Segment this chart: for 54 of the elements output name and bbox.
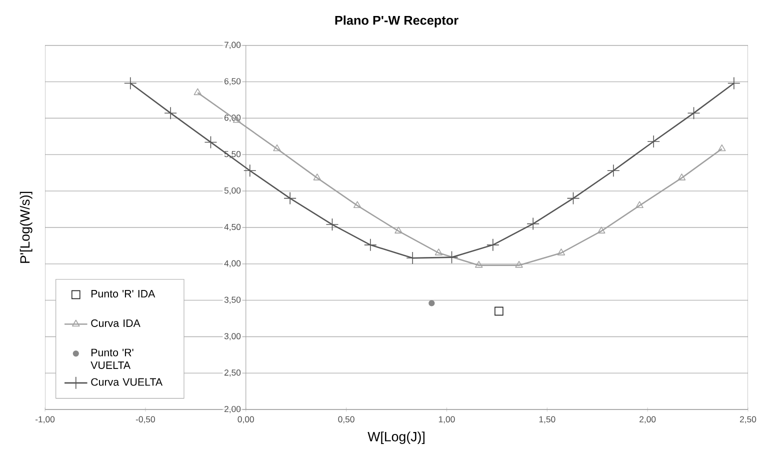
legend-label: Curva VUELTA <box>91 378 163 386</box>
point <box>598 226 606 234</box>
point <box>394 226 402 234</box>
point <box>494 307 504 316</box>
point <box>515 261 523 268</box>
point <box>445 251 458 264</box>
point <box>284 192 296 205</box>
y-tick-label: 4,50 <box>224 224 241 232</box>
point <box>313 174 322 181</box>
legend-label: Punto 'R' IDA <box>91 290 156 298</box>
y-tick-label: 2,00 <box>224 406 241 414</box>
y-tick-label: 3,00 <box>224 333 241 340</box>
x-axis-title: W[Log(J)] <box>368 432 424 444</box>
y-tick-label: 2,50 <box>224 370 241 377</box>
point <box>566 192 580 205</box>
chart-title: Plano P'-W Receptor <box>335 16 458 28</box>
point <box>678 174 686 181</box>
x-tick-label: -0,50 <box>136 416 155 424</box>
point <box>434 248 443 256</box>
point <box>607 164 620 178</box>
point <box>687 106 700 120</box>
point <box>204 136 218 149</box>
point <box>428 300 435 306</box>
point <box>718 144 726 152</box>
point <box>557 248 566 256</box>
legend-label: Punto 'R' VUELTA <box>90 349 134 370</box>
point <box>364 238 377 252</box>
point <box>124 77 137 90</box>
y-tick-label: 3,50 <box>224 296 241 304</box>
y-tick-label: 4,00 <box>224 260 241 268</box>
y-tick-label: 7,00 <box>224 42 241 50</box>
point <box>728 77 740 90</box>
x-tick-label: 0,50 <box>338 416 354 424</box>
point <box>526 218 540 230</box>
point <box>273 144 281 152</box>
y-tick-label: 5,00 <box>224 188 241 195</box>
x-tick-label: -1,00 <box>36 416 55 424</box>
point <box>164 106 177 120</box>
point <box>636 201 644 208</box>
y-tick-label: 6,50 <box>224 78 241 86</box>
legend-label: Curva IDA <box>91 320 140 328</box>
point <box>243 164 256 178</box>
point <box>647 135 660 148</box>
point <box>326 218 339 232</box>
point <box>194 88 202 96</box>
x-tick-label: 1,50 <box>539 416 556 424</box>
point <box>486 238 500 252</box>
point <box>474 261 483 268</box>
point <box>353 201 362 208</box>
x-tick-label: 0,00 <box>238 416 254 424</box>
x-tick-label: 1,00 <box>438 416 455 424</box>
x-tick-label: 2,50 <box>740 416 756 424</box>
y-axis-title: P'[Log(W/s)] <box>20 192 32 264</box>
x-tick-label: 2,00 <box>640 416 656 424</box>
